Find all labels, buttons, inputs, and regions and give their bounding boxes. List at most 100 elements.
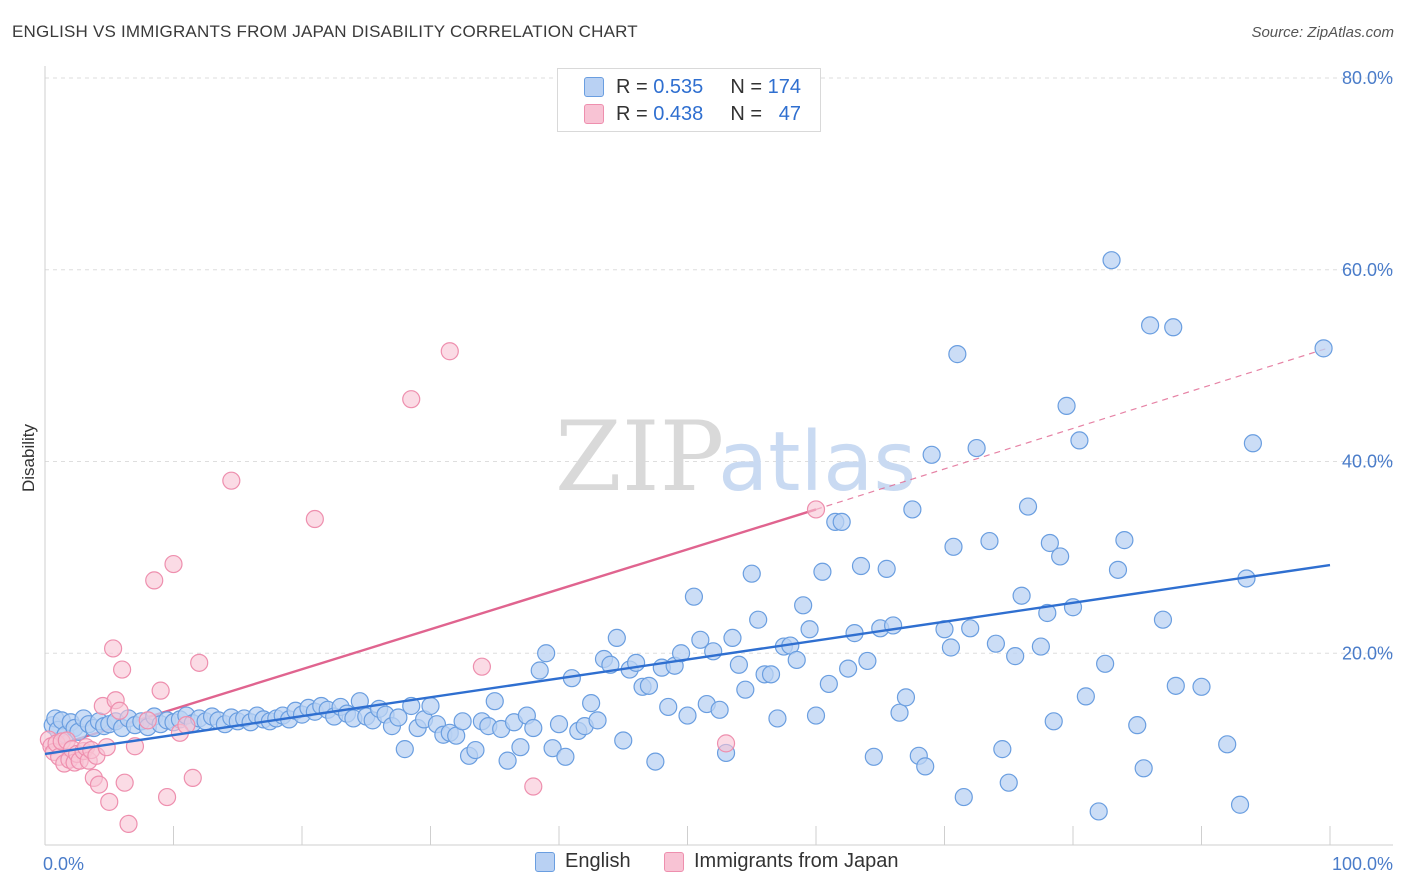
japan-point	[115, 773, 134, 792]
english-point	[1108, 560, 1128, 579]
english-point	[389, 708, 408, 727]
english-point	[993, 740, 1012, 759]
japan-n-label: N =	[730, 102, 763, 125]
legend-item-japan[interactable]: Immigrants from Japan	[664, 850, 899, 873]
english-point	[1166, 676, 1185, 695]
japan-legend-label: Immigrants from Japan	[694, 850, 899, 872]
english-point	[498, 751, 517, 770]
english-point	[794, 596, 813, 615]
legend-row-english: R = 0.535 N = 174	[584, 74, 801, 100]
japan-point	[97, 738, 116, 757]
english-point	[1040, 533, 1059, 553]
english-point	[1153, 610, 1173, 629]
japan-trend-group	[44, 346, 1331, 751]
japan-point	[472, 657, 491, 676]
japan-point	[183, 768, 202, 787]
english-point	[524, 718, 543, 738]
english-point	[916, 757, 935, 776]
english-trend-group	[44, 563, 1331, 756]
english-point	[530, 661, 549, 680]
x-tick-label-100: 100.0%	[1332, 854, 1393, 874]
tick-labels: 20.0% 40.0% 60.0% 80.0% 0.0% 100.0%	[43, 68, 1393, 874]
zipatlas-watermark: ZIP atlas	[555, 401, 916, 513]
english-point	[890, 703, 909, 722]
english-point	[1038, 603, 1057, 623]
english-point	[858, 651, 877, 671]
english-point	[967, 438, 986, 458]
english-point	[691, 630, 710, 649]
japan-point	[190, 653, 209, 672]
english-point	[543, 739, 562, 758]
english-point	[877, 559, 896, 578]
english-point	[864, 747, 883, 766]
japan-point	[524, 777, 543, 796]
english-point	[742, 564, 761, 583]
english-point	[999, 773, 1018, 792]
watermark-atlas: atlas	[718, 415, 916, 510]
japan-point	[145, 571, 164, 590]
japan-point	[112, 660, 132, 679]
japan-point	[104, 639, 123, 658]
english-point	[1006, 647, 1025, 666]
english-point	[671, 644, 691, 663]
english-point	[588, 711, 607, 730]
english-point	[453, 712, 472, 731]
english-points	[43, 251, 1333, 821]
japan-point	[110, 701, 129, 720]
english-point	[1012, 586, 1031, 605]
english-point	[1314, 339, 1333, 358]
english-point	[1051, 547, 1070, 566]
english-trend-line	[44, 563, 1331, 756]
english-point	[883, 616, 903, 635]
japan-point	[806, 500, 826, 519]
english-point	[948, 345, 967, 364]
english-point	[1164, 318, 1183, 337]
japan-r-label: R =	[616, 102, 648, 125]
english-point	[986, 634, 1006, 653]
english-point	[980, 531, 999, 551]
english-point	[1192, 677, 1211, 696]
japan-legend-swatch	[664, 851, 684, 872]
japan-point	[157, 787, 177, 807]
english-point	[1089, 802, 1108, 821]
english-point	[466, 740, 485, 760]
watermark-zip: ZIP	[555, 401, 724, 513]
english-point	[922, 445, 941, 464]
y-tick-label-80: 80.0%	[1342, 68, 1393, 88]
english-point	[1140, 316, 1160, 335]
english-point	[819, 674, 838, 694]
english-point	[1128, 716, 1147, 735]
english-point	[1218, 735, 1237, 754]
english-point	[549, 715, 569, 734]
english-point	[421, 696, 440, 716]
series-legend: English Immigrants from Japan	[0, 850, 1406, 880]
english-point	[768, 709, 787, 728]
y-tick-label-40: 40.0%	[1342, 452, 1393, 472]
english-point	[1134, 759, 1153, 778]
english-legend-swatch	[535, 851, 555, 872]
english-point	[941, 638, 961, 657]
english-point	[761, 665, 781, 684]
english-swatch	[584, 77, 604, 97]
english-point	[813, 562, 832, 581]
japan-point	[164, 554, 183, 574]
english-r-value: 0.535	[653, 75, 704, 98]
english-point	[485, 692, 504, 711]
english-point	[903, 500, 922, 519]
english-point	[1044, 712, 1063, 731]
japan-point	[100, 792, 119, 811]
english-n-value: 174	[767, 75, 801, 98]
english-point	[607, 628, 626, 648]
japan-point	[89, 775, 109, 794]
chart-title: ENGLISH VS IMMIGRANTS FROM JAPAN DISABIL…	[12, 22, 638, 41]
y-axis-title: Disability	[19, 423, 38, 492]
english-point	[749, 610, 768, 629]
x-tick-label-0: 0.0%	[43, 854, 84, 874]
legend-item-english[interactable]: English	[535, 850, 631, 873]
english-point	[614, 731, 633, 750]
english-point	[1070, 431, 1089, 450]
japan-swatch	[584, 104, 604, 124]
english-point	[1243, 434, 1263, 453]
japan-points	[39, 342, 826, 834]
